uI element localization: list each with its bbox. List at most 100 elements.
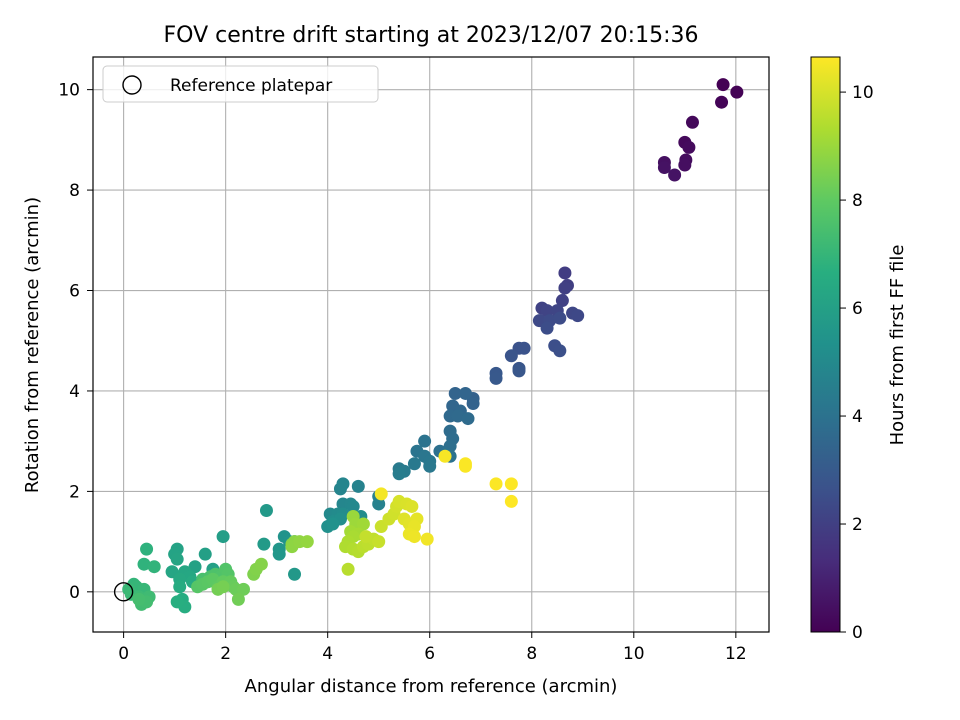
data-point [682, 140, 696, 154]
data-point [451, 409, 465, 423]
data-point [540, 321, 554, 335]
data-point [657, 160, 671, 174]
data-point [555, 294, 569, 308]
data-point [423, 459, 437, 473]
colorbar-tick-label: 10 [852, 83, 874, 103]
colorbar-tick-label: 6 [852, 299, 863, 319]
data-point [170, 595, 184, 609]
data-point [489, 477, 503, 491]
x-axis-label: Angular distance from reference (arcmin) [245, 676, 618, 697]
colorbar-label: Hours from first FF file [887, 245, 908, 446]
data-point [716, 78, 730, 92]
data-point [558, 266, 572, 280]
data-point [231, 592, 245, 606]
data-point [374, 487, 388, 501]
data-point [553, 311, 567, 325]
data-point [407, 457, 421, 471]
data-point [351, 479, 365, 493]
colorbar: 0 2 4 6 8 10 Hours from first FF file [810, 56, 908, 643]
data-point [300, 535, 314, 549]
data-point [359, 530, 373, 544]
legend-marker-icon [122, 75, 142, 95]
x-tick-label: 4 [322, 644, 333, 664]
data-point [326, 517, 340, 531]
data-point [571, 309, 585, 323]
data-point [504, 477, 518, 491]
y-axis-ticks: 0 2 4 6 8 10 [58, 81, 93, 603]
data-point [173, 580, 187, 594]
colorbar-tick-label: 0 [852, 623, 863, 643]
data-point [504, 349, 518, 363]
x-axis-ticks: 0 2 4 6 8 10 12 [118, 632, 747, 664]
data-point [678, 158, 692, 172]
colorbar-tick-label: 8 [852, 191, 863, 211]
plot-frame [92, 56, 770, 633]
data-point [461, 412, 475, 426]
colorbar-tick-label: 2 [852, 515, 863, 535]
data-point [170, 552, 184, 566]
data-point [132, 592, 146, 606]
y-tick-label: 6 [69, 282, 80, 302]
data-point [198, 547, 212, 561]
y-tick-label: 0 [69, 583, 80, 603]
x-tick-label: 0 [118, 644, 129, 664]
data-point [438, 449, 452, 463]
data-point [466, 397, 480, 411]
data-point [272, 547, 286, 561]
data-point [448, 386, 462, 400]
data-point [372, 497, 386, 511]
colorbar-ticks: 0 2 4 6 8 10 [840, 83, 874, 643]
data-point [288, 567, 302, 581]
data-point [405, 499, 419, 513]
data-point [237, 582, 251, 596]
data-point [458, 386, 472, 400]
x-tick-label: 2 [220, 644, 231, 664]
data-point [341, 562, 355, 576]
data-point [336, 477, 350, 491]
colorbar-gradient [810, 56, 841, 633]
data-point [407, 530, 421, 544]
colorbar-tick-label: 4 [852, 407, 863, 427]
data-point [668, 168, 682, 182]
data-point [420, 532, 434, 546]
data-point [504, 494, 518, 508]
x-tick-label: 6 [424, 644, 435, 664]
data-point [489, 371, 503, 385]
data-point [259, 503, 273, 517]
data-point [356, 517, 370, 531]
data-point [257, 537, 271, 551]
data-point [216, 580, 230, 594]
data-point [188, 560, 202, 574]
data-point [517, 341, 531, 355]
legend-entry-reference: Reference platepar [170, 76, 332, 96]
data-point [540, 304, 554, 318]
legend: Reference platepar [102, 65, 379, 103]
x-tick-label: 8 [526, 644, 537, 664]
y-axis-label: Rotation from reference (arcmin) [22, 197, 43, 493]
y-tick-label: 2 [69, 482, 80, 502]
data-point [512, 364, 526, 378]
data-point [346, 499, 360, 513]
data-point [372, 535, 386, 549]
data-point [140, 542, 154, 556]
legend-box [102, 65, 379, 103]
data-point [553, 344, 567, 358]
reference-marker [113, 582, 134, 602]
data-point [685, 115, 699, 129]
reference-point [113, 582, 134, 602]
data-point [392, 467, 406, 481]
y-tick-label: 4 [69, 382, 80, 402]
data-point [254, 557, 268, 571]
data-point [216, 530, 230, 544]
data-point [458, 459, 472, 473]
data-point [730, 85, 744, 99]
data-point [137, 557, 151, 571]
y-tick-label: 10 [58, 81, 80, 101]
grid-lines [93, 57, 769, 632]
data-point [418, 434, 432, 448]
data-point [147, 560, 161, 574]
data-point [558, 281, 572, 295]
y-tick-label: 8 [69, 181, 80, 201]
chart-title: FOV centre drift starting at 2023/12/07 … [164, 23, 699, 48]
data-points [122, 78, 744, 614]
